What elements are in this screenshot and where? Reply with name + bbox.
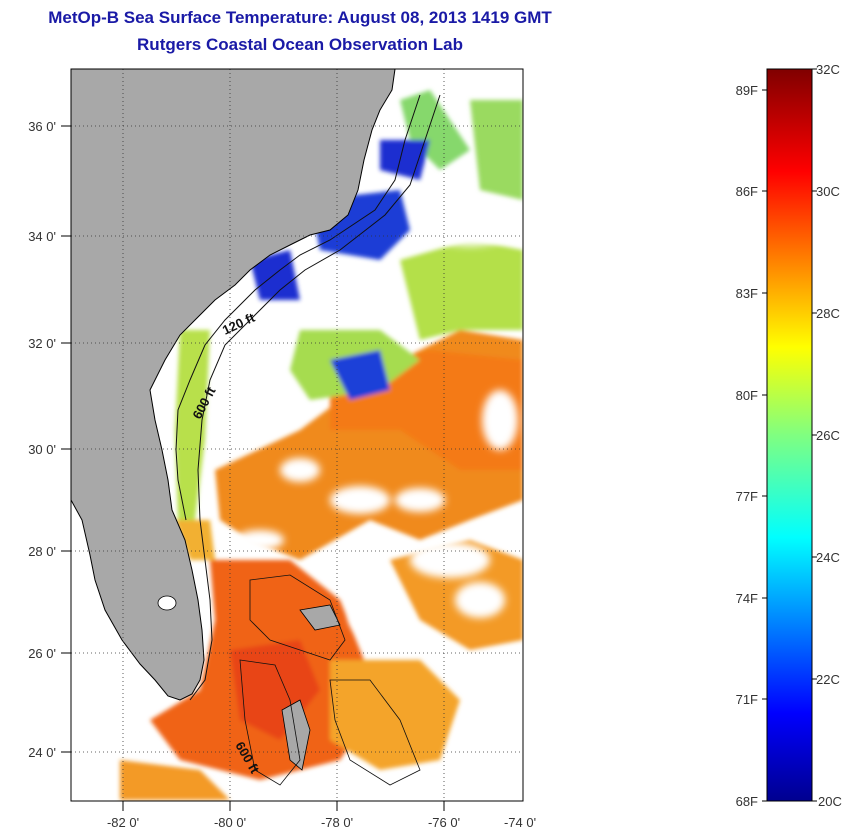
celsius-label: 28C (816, 306, 840, 321)
map-title: MetOp-B Sea Surface Temperature: August … (48, 8, 552, 27)
latitude-label: 26 0' (28, 646, 56, 661)
celsius-label: 32C (816, 62, 840, 77)
latitude-label: 28 0' (28, 544, 56, 559)
map-ticks (61, 125, 445, 811)
longitude-label: -76 0' (428, 815, 460, 830)
latitude-label: 32 0' (28, 336, 56, 351)
map-panel: 120 ft 600 ft 600 ft (71, 69, 523, 801)
map-subtitle: Rutgers Coastal Ocean Observation Lab (137, 35, 463, 54)
latitude-label: 30 0' (28, 442, 56, 457)
bahamas-island (299, 604, 341, 631)
cloud-mask (236, 214, 518, 634)
fahrenheit-label: 86F (736, 184, 758, 199)
graticule (71, 69, 523, 801)
fahrenheit-label: 68F (736, 794, 758, 809)
latitude-label: 34 0' (28, 229, 56, 244)
celsius-label: 26C (816, 428, 840, 443)
longitude-label: -74 0' (504, 815, 536, 830)
land-coast (71, 69, 396, 701)
fahrenheit-label: 83F (736, 286, 758, 301)
contour-bahamas (239, 659, 301, 786)
colorbar-gradient (766, 68, 813, 802)
fahrenheit-label: 71F (736, 692, 758, 707)
celsius-label: 20C (818, 794, 842, 809)
fahrenheit-label: 80F (736, 388, 758, 403)
colorbar: 32C 30C 28C 26C 24C 22C 20C 89F 86F 83F … (736, 62, 842, 809)
longitude-label: -82 0' (107, 815, 139, 830)
map-frame (70, 68, 524, 802)
contour-bahamas (329, 679, 421, 786)
contour-600ft (189, 94, 441, 701)
lake-okeechobee (157, 595, 177, 611)
celsius-label: 24C (816, 550, 840, 565)
longitude-label: -80 0' (214, 815, 246, 830)
contour-bahamas (249, 574, 346, 661)
latitude-label: 24 0' (28, 745, 56, 760)
contour-120ft (175, 94, 421, 521)
celsius-label: 22C (816, 672, 840, 687)
celsius-label: 30C (816, 184, 840, 199)
fahrenheit-label: 89F (736, 83, 758, 98)
land-mass (71, 69, 395, 700)
latitude-label: 36 0' (28, 119, 56, 134)
fahrenheit-label: 77F (736, 489, 758, 504)
fahrenheit-label: 74F (736, 591, 758, 606)
longitude-label: -78 0' (321, 815, 353, 830)
